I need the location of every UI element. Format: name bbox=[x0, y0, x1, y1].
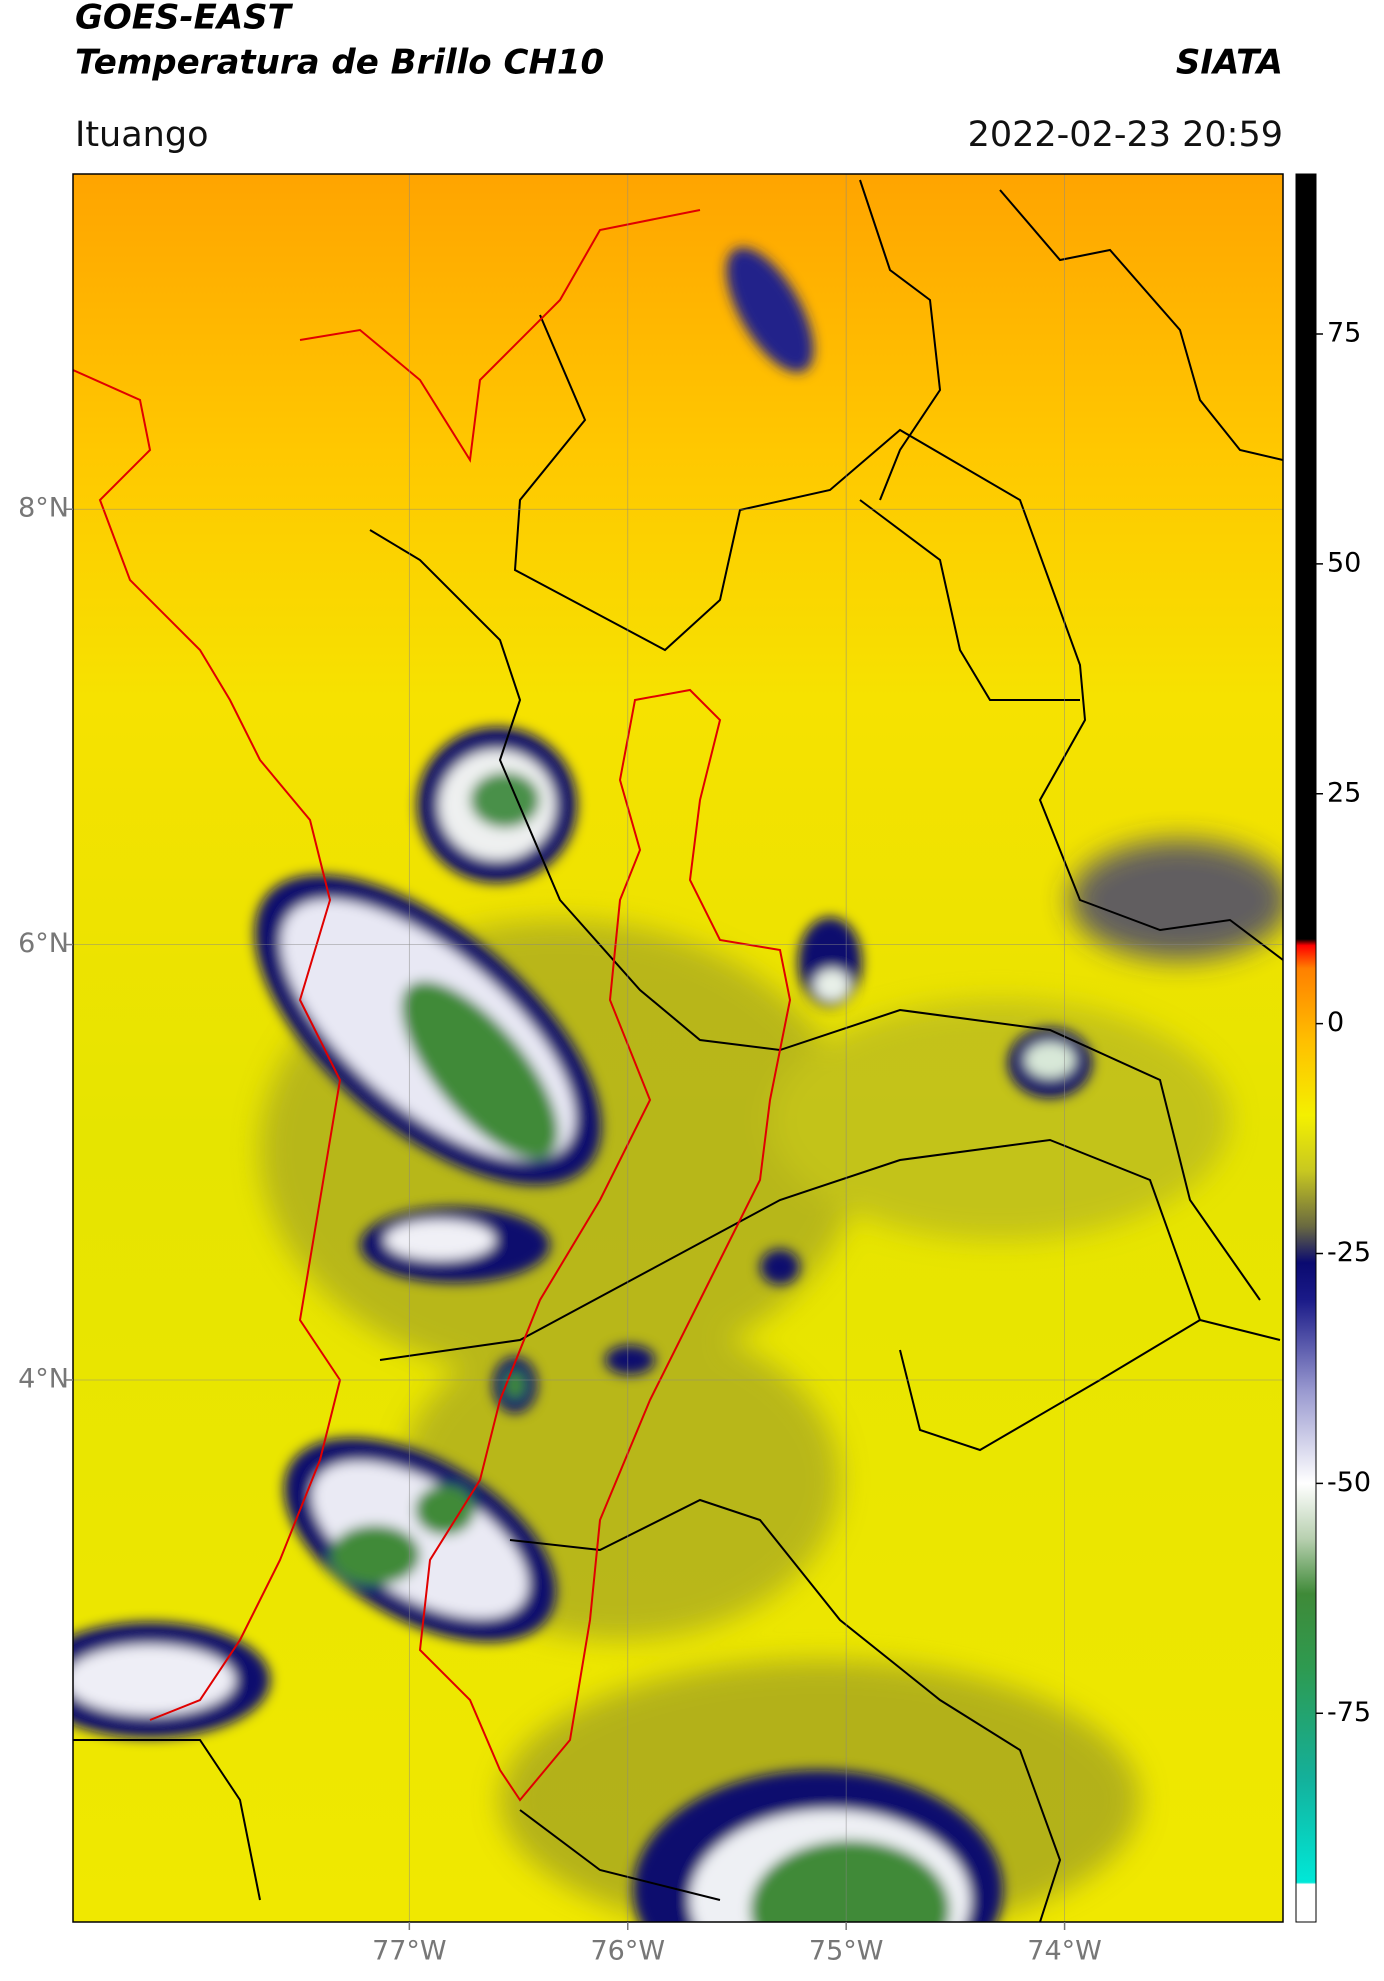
colorbar-tick-label: 0 bbox=[1327, 1007, 1344, 1038]
map-image bbox=[73, 174, 1283, 1922]
datetime: 2022-02-23 20:59 bbox=[968, 115, 1283, 155]
x-tick-label: 75°W bbox=[809, 1936, 884, 1967]
y-tick-label: 8°N bbox=[18, 493, 69, 524]
location: Ituango bbox=[75, 115, 209, 155]
map-frame bbox=[72, 173, 1284, 1923]
grid bbox=[73, 174, 1283, 1922]
y-tick-label: 4°N bbox=[18, 1363, 69, 1394]
colorbar-tick-label: 50 bbox=[1327, 547, 1361, 578]
x-tick-label: 77°W bbox=[372, 1936, 447, 1967]
subtitle: Temperatura de Brillo CH10 bbox=[75, 43, 604, 83]
colorbar bbox=[1295, 173, 1317, 1923]
colorbar-tick-label: -75 bbox=[1327, 1697, 1371, 1728]
colorbar-tick-label: 75 bbox=[1327, 317, 1361, 348]
colorbar-tick-label: -25 bbox=[1327, 1237, 1371, 1268]
colorbar-tick-label: 25 bbox=[1327, 777, 1361, 808]
y-tick-label: 6°N bbox=[18, 928, 69, 959]
x-tick-label: 74°W bbox=[1027, 1936, 1102, 1967]
title: GOES-EAST bbox=[75, 0, 294, 38]
x-tick-label: 76°W bbox=[590, 1936, 665, 1967]
colorbar-tick-label: -50 bbox=[1327, 1467, 1371, 1498]
source: SIATA bbox=[1176, 43, 1283, 83]
axes: 77°W 76°W 75°W 74°W 4°N 6°N 8°N -75 -50 -25 0 25 50 7… bbox=[18, 317, 1371, 1966]
